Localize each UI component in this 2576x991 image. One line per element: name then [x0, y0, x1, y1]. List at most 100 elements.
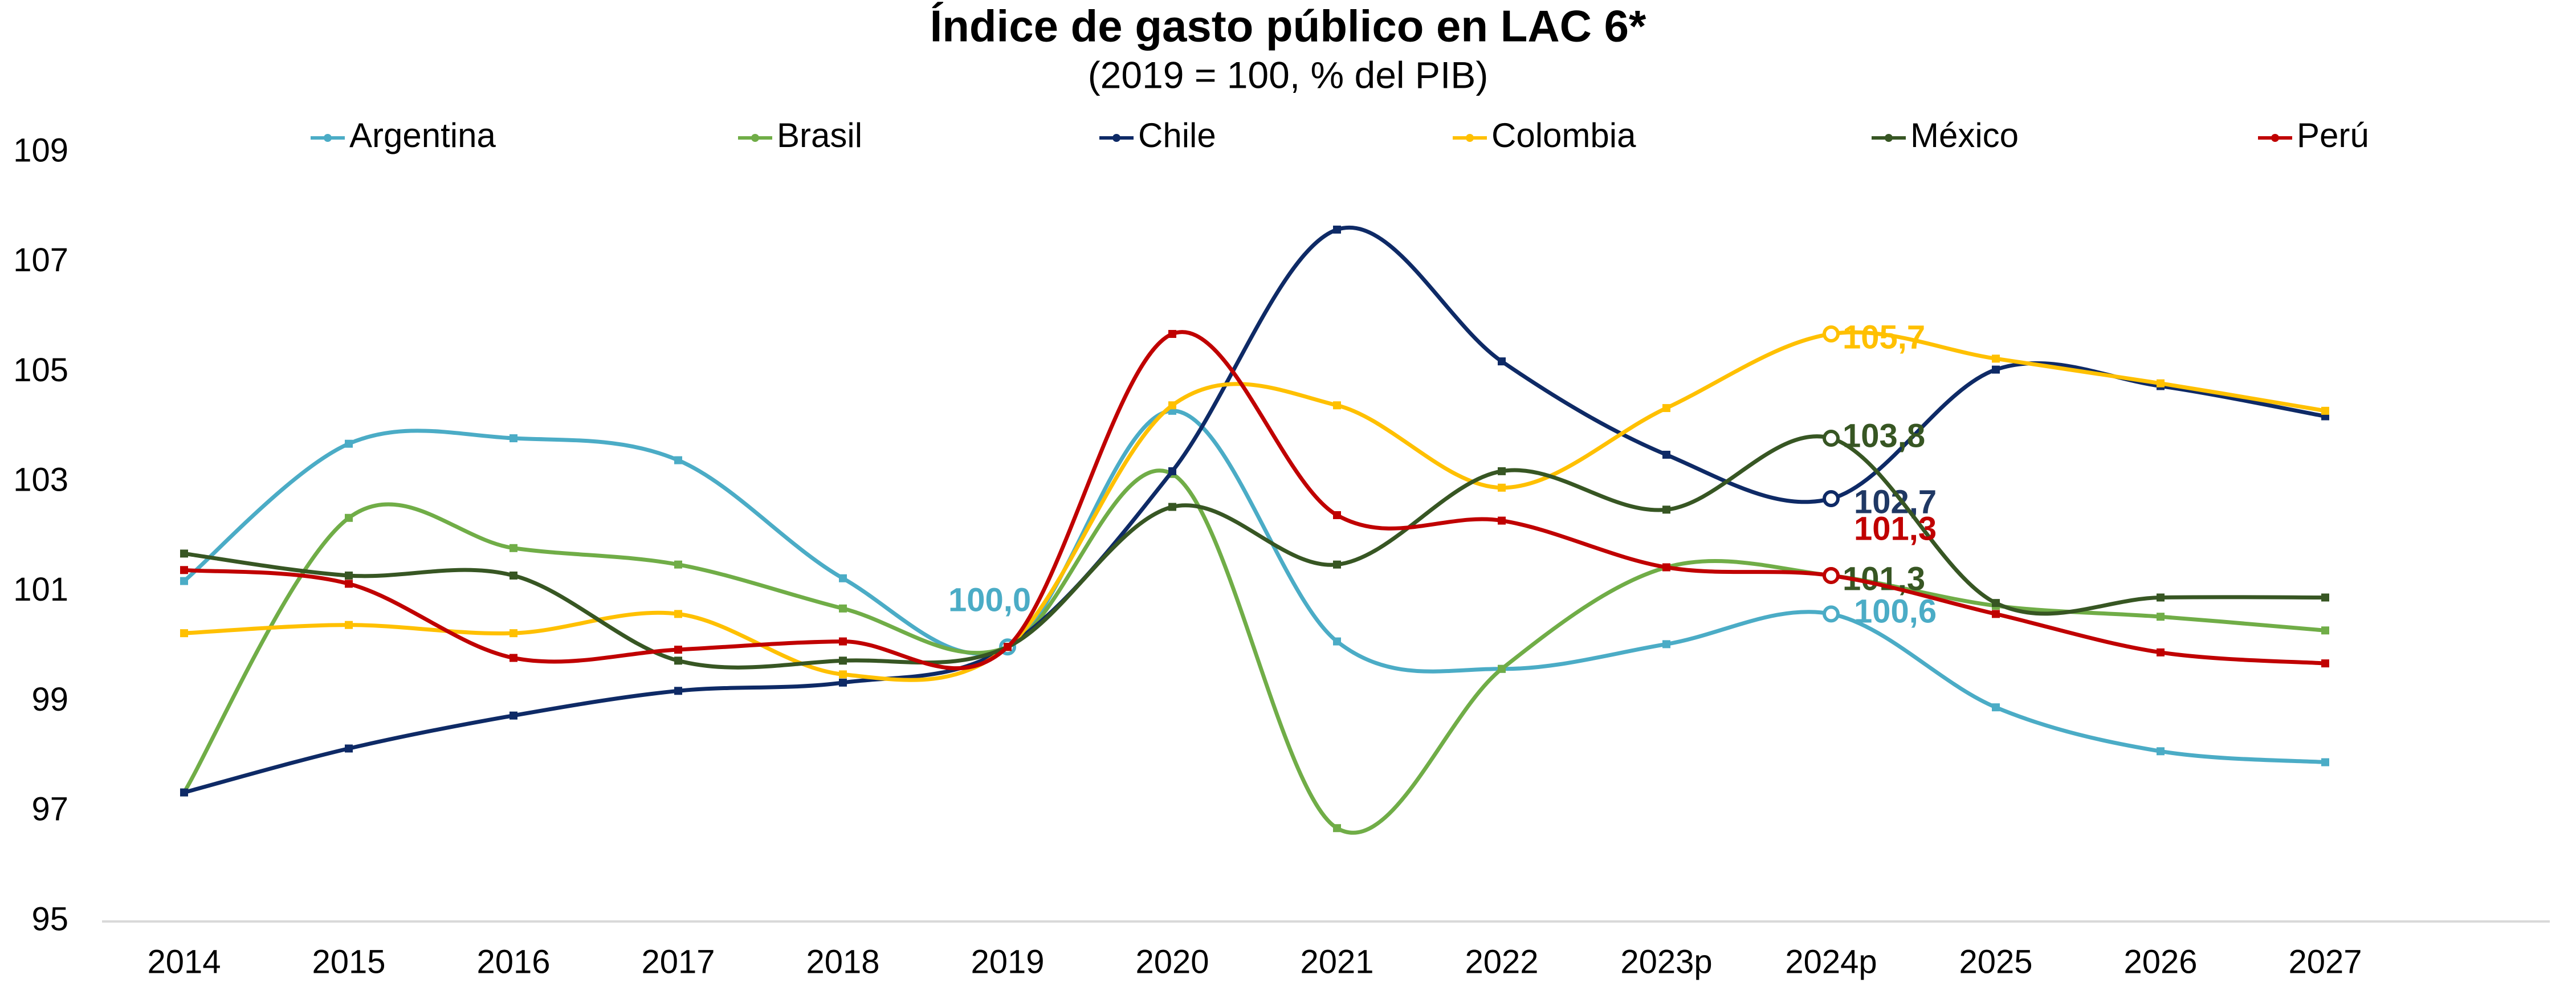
x-tick-label: 2018 — [806, 943, 879, 980]
x-tick-label: 2024p — [1785, 943, 1877, 980]
legend-label: Perú — [2297, 116, 2369, 154]
legend-label: Chile — [1138, 116, 1216, 154]
marker — [345, 571, 353, 580]
marker — [839, 656, 847, 665]
marker — [1333, 401, 1341, 410]
y-tick-label: 103 — [13, 461, 68, 498]
legend-label: Colombia — [1491, 116, 1636, 154]
marker — [1662, 404, 1670, 413]
legend-marker — [751, 134, 759, 142]
chart-subtitle: (2019 = 100, % del PIB) — [1088, 54, 1489, 96]
marker — [510, 711, 517, 720]
y-tick-label: 97 — [31, 791, 68, 828]
marker — [1823, 325, 1840, 342]
marker — [2157, 379, 2165, 388]
marker — [510, 654, 517, 662]
marker — [1992, 610, 2000, 618]
marker — [1662, 563, 1670, 572]
series-line — [184, 434, 2326, 670]
series-line — [182, 409, 2326, 765]
marker — [1823, 430, 1840, 447]
legend-marker — [1885, 134, 1893, 142]
y-tick-label: 95 — [31, 900, 68, 937]
marker — [1992, 354, 2000, 363]
legend-marker — [1112, 134, 1120, 142]
marker — [345, 744, 353, 753]
marker — [1004, 643, 1012, 651]
x-tick-label: 2017 — [641, 943, 715, 980]
legend-label: Brasil — [777, 116, 862, 154]
marker — [1823, 490, 1840, 508]
data-label: 105,7 — [1843, 319, 1925, 356]
legend-marker — [324, 134, 332, 142]
data-label: 103,8 — [1843, 417, 1925, 454]
marker — [1992, 365, 2000, 374]
data-label: 102,7 — [1854, 483, 1937, 520]
marker — [674, 610, 682, 618]
legend-marker — [2271, 134, 2279, 142]
y-tick-label: 105 — [13, 352, 68, 389]
marker — [2321, 659, 2329, 668]
marker — [1662, 505, 1670, 514]
marker — [1992, 599, 2000, 607]
marker — [1662, 640, 1670, 649]
x-tick-label: 2023p — [1620, 943, 1712, 980]
marker — [510, 434, 517, 443]
data-label: 100,0 — [948, 582, 1031, 619]
marker — [2157, 747, 2165, 756]
marker — [839, 678, 847, 687]
marker — [1333, 637, 1341, 646]
x-tick-label: 2025 — [1959, 943, 2032, 980]
legend-marker — [1466, 134, 1474, 142]
marker — [1498, 516, 1506, 525]
marker — [1662, 450, 1670, 459]
marker — [839, 604, 847, 613]
x-tick-label: 2020 — [1135, 943, 1209, 980]
marker — [674, 646, 682, 654]
marker — [180, 566, 188, 574]
marker — [345, 439, 353, 448]
marker — [1168, 503, 1176, 511]
marker — [1498, 357, 1506, 366]
marker — [2157, 593, 2165, 602]
marker — [180, 629, 188, 638]
marker — [1168, 401, 1176, 410]
marker — [510, 544, 517, 552]
marker — [510, 571, 517, 580]
marker — [674, 560, 682, 569]
marker — [2321, 406, 2329, 415]
series-line — [184, 226, 2326, 794]
marker — [1333, 225, 1341, 234]
marker — [1498, 467, 1506, 475]
marker — [1333, 824, 1341, 833]
data-label: 101,3 — [1854, 510, 1937, 547]
marker — [180, 549, 188, 558]
marker — [1498, 664, 1506, 673]
marker — [674, 456, 682, 464]
marker — [839, 670, 847, 679]
marker — [180, 788, 188, 797]
marker — [345, 621, 353, 629]
x-tick-label: 2015 — [312, 943, 385, 980]
series-line — [184, 330, 2326, 682]
y-tick-label: 101 — [13, 571, 68, 608]
legend-label: Argentina — [349, 116, 496, 154]
marker — [1823, 605, 1840, 623]
marker — [345, 513, 353, 522]
data-label: 100,6 — [1854, 593, 1937, 630]
marker — [2157, 613, 2165, 621]
marker — [1498, 483, 1506, 492]
x-tick-label: 2021 — [1300, 943, 1373, 980]
marker — [1823, 566, 1840, 584]
x-tick-label: 2016 — [476, 943, 550, 980]
marker — [180, 577, 188, 585]
y-tick-label: 107 — [13, 242, 68, 279]
marker — [1333, 560, 1341, 569]
marker — [2157, 648, 2165, 656]
marker — [1168, 329, 1176, 338]
chart-title: Índice de gasto público en LAC 6* — [930, 1, 1646, 51]
x-tick-label: 2022 — [1465, 943, 1538, 980]
marker — [674, 687, 682, 695]
x-tick-label: 2027 — [2288, 943, 2362, 980]
